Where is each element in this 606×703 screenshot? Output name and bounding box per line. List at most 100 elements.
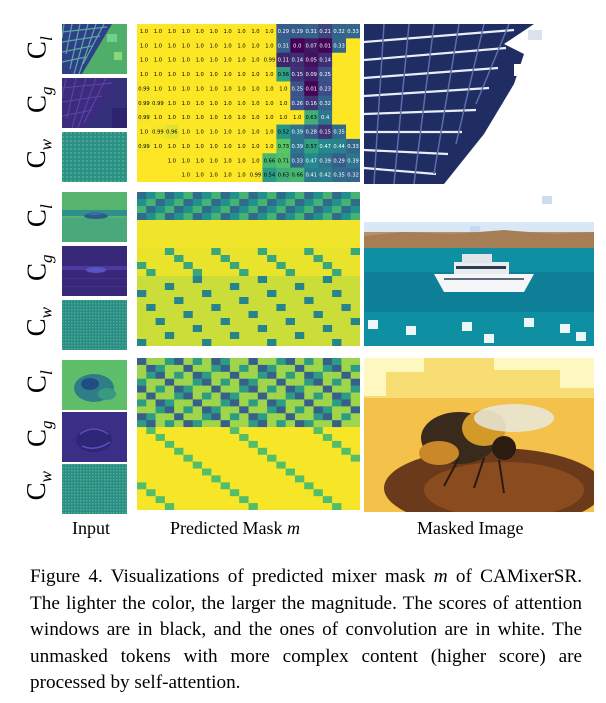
- heatmap-cell: [332, 213, 342, 221]
- heatmap-cell: [322, 325, 333, 333]
- heatmap-cell: [174, 482, 184, 490]
- heatmap-cell: [248, 220, 259, 228]
- heatmap-cell: [313, 339, 324, 346]
- heatmap-cell: [229, 385, 240, 393]
- heatmap-cell: [229, 371, 240, 380]
- heatmap-cell-value: 1.0: [196, 173, 204, 179]
- heatmap-cell: [285, 255, 296, 263]
- heatmap-cell: [239, 304, 249, 312]
- heatmap-cell: [257, 475, 268, 483]
- heatmap-cell: [262, 110, 277, 125]
- heatmap-cell: [234, 153, 249, 168]
- heatmap-cell: [183, 406, 194, 414]
- heatmap-cell: [346, 110, 360, 125]
- heatmap-cell: [257, 371, 268, 380]
- heatmap-cell: [155, 385, 166, 393]
- heatmap-cell: [164, 110, 180, 125]
- heatmap-cell: [192, 269, 203, 277]
- heatmap-cell: [332, 24, 347, 39]
- heatmap-cell: [267, 413, 277, 421]
- heatmap-cell: [248, 339, 259, 346]
- heatmap-cell: [341, 192, 352, 200]
- heatmap-cell: [276, 332, 286, 340]
- heatmap-cell: [332, 399, 342, 407]
- heatmap-cell: [229, 241, 240, 249]
- heatmap-cell: [267, 199, 277, 207]
- heatmap-cell: [267, 262, 277, 270]
- heatmap-cell: [332, 262, 342, 270]
- heatmap-cell: [313, 283, 324, 291]
- heatmap-cell: [304, 420, 314, 428]
- heatmap-cell: [318, 52, 333, 68]
- heatmap-cell: [164, 234, 175, 242]
- heatmap-cell: [267, 192, 277, 200]
- heatmap-cell: [229, 318, 240, 326]
- heatmap-cell: [257, 213, 268, 221]
- heatmap-cell: [322, 241, 333, 249]
- heatmap-cell-value: 1.0: [210, 29, 218, 35]
- heatmap-cell: [285, 413, 296, 421]
- heatmap-cell: [285, 262, 296, 270]
- heatmap-cell: [137, 461, 147, 469]
- column-label-masked-image: Masked Image: [417, 518, 524, 538]
- heatmap-cell: [285, 311, 296, 319]
- heatmap-cell: [294, 227, 305, 235]
- heatmap-cell: [155, 234, 166, 242]
- heatmap-cell: [155, 489, 166, 497]
- heatmap-cell: [206, 167, 221, 182]
- heatmap-cell: [202, 420, 212, 428]
- heatmap-cell: [322, 192, 333, 200]
- heatmap-cell: [332, 475, 342, 483]
- heatmap-cell: [350, 192, 360, 200]
- heatmap-cell-value: 0.41: [305, 173, 317, 179]
- heatmap-cell: [178, 138, 194, 154]
- heatmap-cell: [285, 434, 296, 442]
- heatmap-cell: [220, 427, 231, 435]
- heatmap-cell-value: 1.0: [223, 101, 231, 107]
- heatmap-cell: [294, 311, 305, 319]
- heatmap-cell: [202, 290, 212, 298]
- heatmap-cell: [220, 318, 231, 326]
- heatmap-cell: [332, 269, 342, 277]
- heatmap-cell: [257, 358, 268, 366]
- heatmap-cell: [257, 440, 268, 449]
- heatmap-cell: [155, 503, 166, 510]
- heatmap-cell: [239, 364, 249, 373]
- heatmap-cell: [174, 392, 184, 400]
- heatmap-cell: [202, 227, 212, 235]
- heatmap-cell-value: 1.0: [196, 101, 204, 107]
- heatmap-cell: [220, 255, 231, 263]
- heatmap-cell: [192, 153, 207, 168]
- heatmap-cell: [257, 392, 268, 400]
- heatmap-cell: [155, 255, 166, 263]
- heatmap-cell: [150, 138, 166, 154]
- heatmap-cell: [257, 339, 268, 346]
- heatmap-cell-value: 0.25: [319, 72, 331, 78]
- heatmap-cell: [164, 325, 175, 333]
- heatmap-cell: [164, 447, 175, 456]
- heatmap-cell: [294, 489, 305, 497]
- heatmap-cell-value: 1.0: [168, 101, 176, 107]
- heatmap-cell: [164, 482, 175, 490]
- heatmap-cell: [183, 482, 194, 490]
- heatmap-cell: [174, 399, 184, 407]
- heatmap-cell: [257, 454, 268, 462]
- heatmap-cell: [332, 52, 347, 68]
- heatmap-cell: [285, 192, 296, 200]
- heatmap-cell: [155, 399, 166, 407]
- heatmap-cell: [229, 399, 240, 407]
- heatmap-cell: [229, 297, 240, 305]
- heatmap-cell: [248, 311, 259, 319]
- heatmap-cell: [341, 325, 352, 333]
- heatmap-cell: [248, 332, 259, 340]
- heatmap-cell: [183, 413, 194, 421]
- heatmap-cell: [137, 255, 147, 263]
- heatmap-cell: [178, 81, 194, 97]
- heatmap-cell-value: 1.0: [223, 130, 231, 136]
- heatmap-cell: [155, 358, 166, 366]
- heatmap-cell: [211, 192, 221, 200]
- heatmap-cell: [146, 283, 156, 291]
- row-label-cl-1: Cl: [21, 36, 56, 60]
- heatmap-cell: [137, 399, 147, 407]
- heatmap-cell: [164, 371, 175, 380]
